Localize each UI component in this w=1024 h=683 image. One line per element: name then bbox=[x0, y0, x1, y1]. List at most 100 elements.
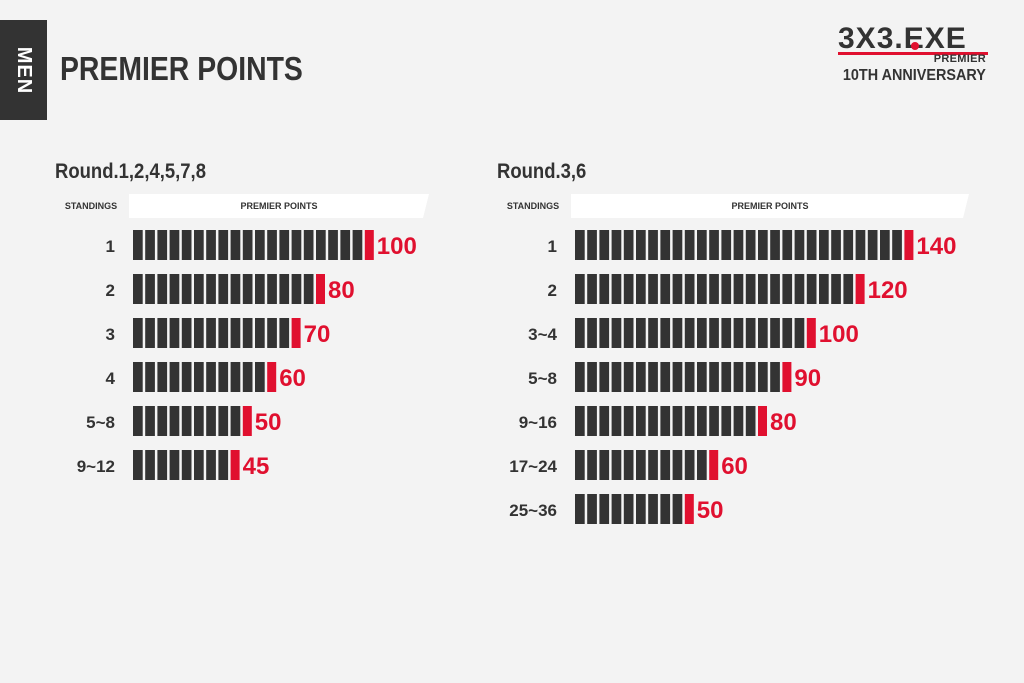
bar-segment bbox=[745, 274, 756, 304]
bar-segment bbox=[623, 494, 634, 524]
bar-segment bbox=[794, 274, 805, 304]
bar-segment bbox=[611, 318, 622, 348]
bar-segment bbox=[855, 230, 866, 260]
bar-segment bbox=[291, 274, 302, 304]
bar-segment bbox=[672, 450, 683, 480]
bar-segment bbox=[697, 406, 707, 436]
bar-segment bbox=[157, 230, 168, 260]
bar-segment bbox=[599, 318, 610, 348]
bar-segment bbox=[575, 450, 585, 480]
chart-title: Round.3,6 bbox=[497, 160, 587, 183]
bar-segment bbox=[206, 362, 216, 392]
bar-segment bbox=[782, 274, 793, 304]
bar-end-marker bbox=[904, 230, 914, 260]
bar-row: 9~16 80 bbox=[519, 406, 797, 436]
bar-segment bbox=[721, 362, 732, 392]
bar-value-label: 100 bbox=[819, 321, 859, 348]
bar-segment bbox=[575, 494, 585, 524]
bar-end-marker bbox=[684, 494, 694, 524]
bar-segment bbox=[169, 406, 180, 436]
bar-segment bbox=[145, 450, 155, 480]
section-tab-label: MEN bbox=[13, 46, 36, 94]
standing-label: 4 bbox=[106, 369, 116, 388]
bar-segment bbox=[867, 230, 878, 260]
bar-value-label: 140 bbox=[916, 233, 956, 260]
bar-segment bbox=[587, 406, 597, 436]
bar-segment bbox=[267, 274, 277, 304]
bar-segment bbox=[194, 274, 204, 304]
bar-segment bbox=[181, 318, 192, 348]
bar-segment bbox=[145, 362, 155, 392]
bar-segment bbox=[279, 274, 290, 304]
bar-value-label: 80 bbox=[328, 277, 355, 304]
bar-segment bbox=[770, 362, 780, 392]
standing-label: 25~36 bbox=[509, 501, 557, 520]
bar-row: 1 140 bbox=[548, 230, 956, 260]
bar-segment bbox=[316, 230, 326, 260]
bar-segment bbox=[599, 450, 610, 480]
bar-segment bbox=[721, 406, 732, 436]
standing-label: 9~16 bbox=[519, 413, 557, 432]
bar-segment bbox=[181, 230, 192, 260]
bar-segment bbox=[230, 230, 241, 260]
bar-segment bbox=[575, 318, 585, 348]
bar-segment bbox=[623, 450, 634, 480]
bar-segment bbox=[206, 318, 216, 348]
bar-end-marker bbox=[291, 318, 301, 348]
bar-segment bbox=[218, 318, 229, 348]
bar-segment bbox=[770, 318, 780, 348]
bar-segment bbox=[770, 274, 780, 304]
bar-segment bbox=[255, 318, 265, 348]
bar-segment bbox=[181, 450, 192, 480]
bar-value-label: 100 bbox=[377, 233, 417, 260]
bar-row: 9~12 45 bbox=[77, 450, 270, 480]
bar-segment bbox=[267, 318, 277, 348]
bar-segment bbox=[242, 362, 253, 392]
standing-label: 2 bbox=[548, 281, 557, 300]
standing-label: 5~8 bbox=[86, 413, 115, 432]
bar-row: 25~36 50 bbox=[509, 494, 724, 524]
standing-label: 2 bbox=[106, 281, 115, 300]
bar-segment bbox=[145, 274, 155, 304]
logo-underline bbox=[838, 52, 988, 55]
bar-end-marker bbox=[267, 362, 277, 392]
bar-segment bbox=[587, 274, 597, 304]
bar-segment bbox=[684, 450, 695, 480]
bar-segment bbox=[636, 274, 646, 304]
bar-segment bbox=[242, 274, 253, 304]
bar-segment bbox=[157, 450, 168, 480]
bar-row: 2 120 bbox=[548, 274, 908, 304]
bar-row: 5~8 50 bbox=[86, 406, 282, 436]
bar-segment bbox=[709, 274, 719, 304]
bar-row: 3 70 bbox=[106, 318, 330, 348]
bar-segment bbox=[660, 318, 671, 348]
bar-segment bbox=[181, 274, 192, 304]
column-header-standings: STANDINGS bbox=[64, 201, 118, 211]
bar-segment bbox=[611, 494, 622, 524]
bar-end-marker bbox=[242, 406, 252, 436]
bar-row: 5~8 90 bbox=[528, 362, 821, 392]
bar-segment bbox=[206, 274, 216, 304]
column-header-standings: STANDINGS bbox=[506, 201, 560, 211]
bar-segment bbox=[599, 406, 610, 436]
bar-segment bbox=[794, 230, 805, 260]
bar-segment bbox=[169, 230, 180, 260]
bar-segment bbox=[843, 274, 854, 304]
bar-segment bbox=[587, 494, 597, 524]
bar-segment bbox=[745, 362, 756, 392]
bar-segment bbox=[267, 230, 277, 260]
bar-segment bbox=[806, 230, 817, 260]
bar-segment bbox=[648, 274, 658, 304]
bar-segment bbox=[230, 274, 241, 304]
bar-segment bbox=[623, 406, 634, 436]
bar-segment bbox=[587, 230, 597, 260]
bar-segment bbox=[255, 362, 265, 392]
bar-segment bbox=[145, 406, 155, 436]
bar-segment bbox=[230, 362, 241, 392]
bar-segment bbox=[230, 406, 241, 436]
bar-segment bbox=[599, 274, 610, 304]
standing-label: 3~4 bbox=[528, 325, 557, 344]
bar-segment bbox=[206, 406, 216, 436]
bar-value-label: 45 bbox=[243, 453, 270, 480]
section-tab-men: MEN bbox=[0, 20, 47, 120]
